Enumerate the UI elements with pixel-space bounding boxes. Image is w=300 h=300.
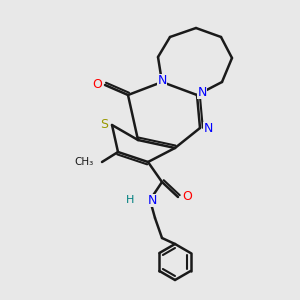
Text: S: S	[100, 118, 108, 131]
Text: N: N	[203, 122, 213, 134]
Text: O: O	[92, 79, 102, 92]
Text: O: O	[182, 190, 192, 203]
Text: N: N	[157, 74, 167, 86]
Text: H: H	[126, 195, 134, 205]
Text: N: N	[147, 194, 157, 206]
Text: CH₃: CH₃	[75, 157, 94, 167]
Text: N: N	[197, 85, 207, 98]
